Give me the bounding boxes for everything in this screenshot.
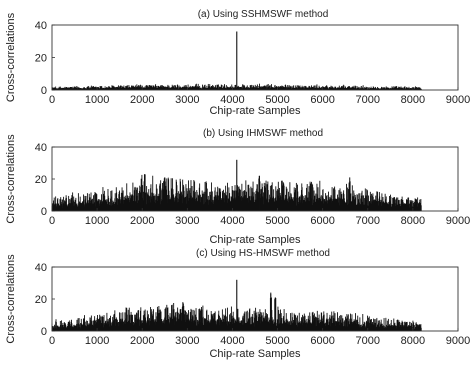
x-tick-label: 6000 bbox=[310, 215, 334, 227]
x-tick-label: 5000 bbox=[265, 94, 289, 106]
x-tick-label: 8000 bbox=[401, 94, 425, 106]
data-bars bbox=[51, 292, 422, 331]
x-tick-label: 3000 bbox=[175, 94, 199, 106]
x-tick-label: 4000 bbox=[220, 335, 244, 347]
y-tick-label: 0 bbox=[41, 206, 47, 218]
panel-a: (a) Using SSHMSWF method Cross-correlatio… bbox=[5, 9, 470, 117]
x-tick-label: 9000 bbox=[446, 215, 470, 227]
y-tick-label: 40 bbox=[35, 20, 47, 32]
x-tick-label: 9000 bbox=[446, 335, 470, 347]
x-tick-label: 7000 bbox=[356, 335, 380, 347]
x-tick-label: 4000 bbox=[220, 215, 244, 227]
plot-frame bbox=[51, 24, 459, 91]
x-tick-label: 0 bbox=[49, 335, 55, 347]
chart-title: (c) Using HS-HMSWF method bbox=[196, 248, 330, 259]
y-axis-label: Cross-correlations bbox=[5, 12, 17, 102]
x-tick-label: 2000 bbox=[130, 335, 154, 347]
y-tick-label: 20 bbox=[35, 294, 47, 306]
x-tick-label: 3000 bbox=[175, 215, 199, 227]
x-tick-label: 0 bbox=[49, 94, 55, 106]
x-tick-label: 1000 bbox=[85, 94, 109, 106]
x-tick-label: 7000 bbox=[356, 215, 380, 227]
y-tick-label: 20 bbox=[35, 174, 47, 186]
y-tick-label: 20 bbox=[35, 53, 47, 65]
x-tick-label: 1000 bbox=[85, 335, 109, 347]
panel-c: (c) Using HS-HMSWF method Cross-correlati… bbox=[5, 248, 470, 360]
x-tick-label: 8000 bbox=[401, 335, 425, 347]
x-tick-label: 4000 bbox=[220, 94, 244, 106]
y-axis-label: Cross-correlations bbox=[5, 134, 17, 224]
y-tick-label: 40 bbox=[35, 142, 47, 154]
y-tick-label: 0 bbox=[41, 326, 47, 338]
x-tick-label: 5000 bbox=[265, 335, 289, 347]
chart-title: (a) Using SSHMSWF method bbox=[198, 9, 329, 20]
x-tick-label: 5000 bbox=[265, 215, 289, 227]
x-axis-label: Chip-rate Samples bbox=[209, 234, 301, 246]
x-tick-label: 7000 bbox=[356, 94, 380, 106]
x-tick-label: 3000 bbox=[175, 335, 199, 347]
y-tick-label: 0 bbox=[41, 85, 47, 97]
x-tick-label: 6000 bbox=[310, 335, 334, 347]
y-axis-label: Cross-correlations bbox=[5, 254, 17, 344]
x-tick-label: 6000 bbox=[310, 94, 334, 106]
x-axis-label: Chip-rate Samples bbox=[209, 348, 301, 360]
x-tick-label: 1000 bbox=[85, 215, 109, 227]
x-tick-label: 8000 bbox=[401, 215, 425, 227]
panel-b: (b) Using IHMSWF method Cross-correlation… bbox=[5, 128, 470, 246]
x-axis-label: Chip-rate Samples bbox=[209, 105, 301, 117]
x-tick-label: 2000 bbox=[130, 215, 154, 227]
x-tick-label: 9000 bbox=[446, 94, 470, 106]
x-tick-label: 0 bbox=[49, 215, 55, 227]
x-tick-label: 2000 bbox=[130, 94, 154, 106]
data-bars bbox=[51, 174, 422, 211]
chart-title: (b) Using IHMSWF method bbox=[203, 128, 323, 139]
y-tick-label: 40 bbox=[35, 262, 47, 274]
